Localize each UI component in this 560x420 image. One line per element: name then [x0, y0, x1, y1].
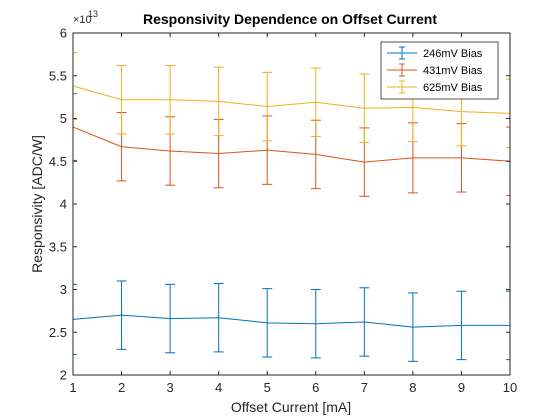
y-tick-label: 6: [60, 26, 67, 41]
x-tick-label: 6: [312, 380, 319, 395]
legend-label: 431mV Bias: [423, 65, 483, 77]
y-tick-label: 3: [60, 282, 67, 297]
y-tick-label: 5: [60, 111, 67, 126]
legend-label: 625mV Bias: [423, 82, 483, 94]
x-tick-label: 1: [69, 380, 76, 395]
y-axis-exponent-power: 13: [88, 9, 98, 19]
legend: 246mV Bias 431mV Bias 625mV Bias: [381, 42, 498, 99]
y-tick-label: 4: [60, 197, 67, 212]
x-tick-label: 9: [458, 380, 465, 395]
x-tick-label: 4: [215, 380, 222, 395]
x-tick-label: 5: [264, 380, 271, 395]
y-tick-label: 4.5: [49, 154, 67, 169]
x-tick-label: 3: [166, 380, 173, 395]
chart-title: Responsivity Dependence on Offset Curren…: [143, 11, 437, 27]
legend-label: 246mV Bias: [423, 48, 483, 60]
y-tick-label: 2: [60, 368, 67, 383]
x-tick-label: 2: [118, 380, 125, 395]
y-tick-label: 2.5: [49, 325, 67, 340]
x-tick-label: 7: [361, 380, 368, 395]
x-tick-label: 10: [503, 380, 517, 395]
x-axis-label: Offset Current [mA]: [231, 399, 351, 415]
y-tick-label: 3.5: [49, 239, 67, 254]
y-tick-label: 5.5: [49, 68, 67, 83]
y-axis-label: Responsivity [ADC/W]: [29, 135, 45, 273]
x-tick-label: 8: [409, 380, 416, 395]
